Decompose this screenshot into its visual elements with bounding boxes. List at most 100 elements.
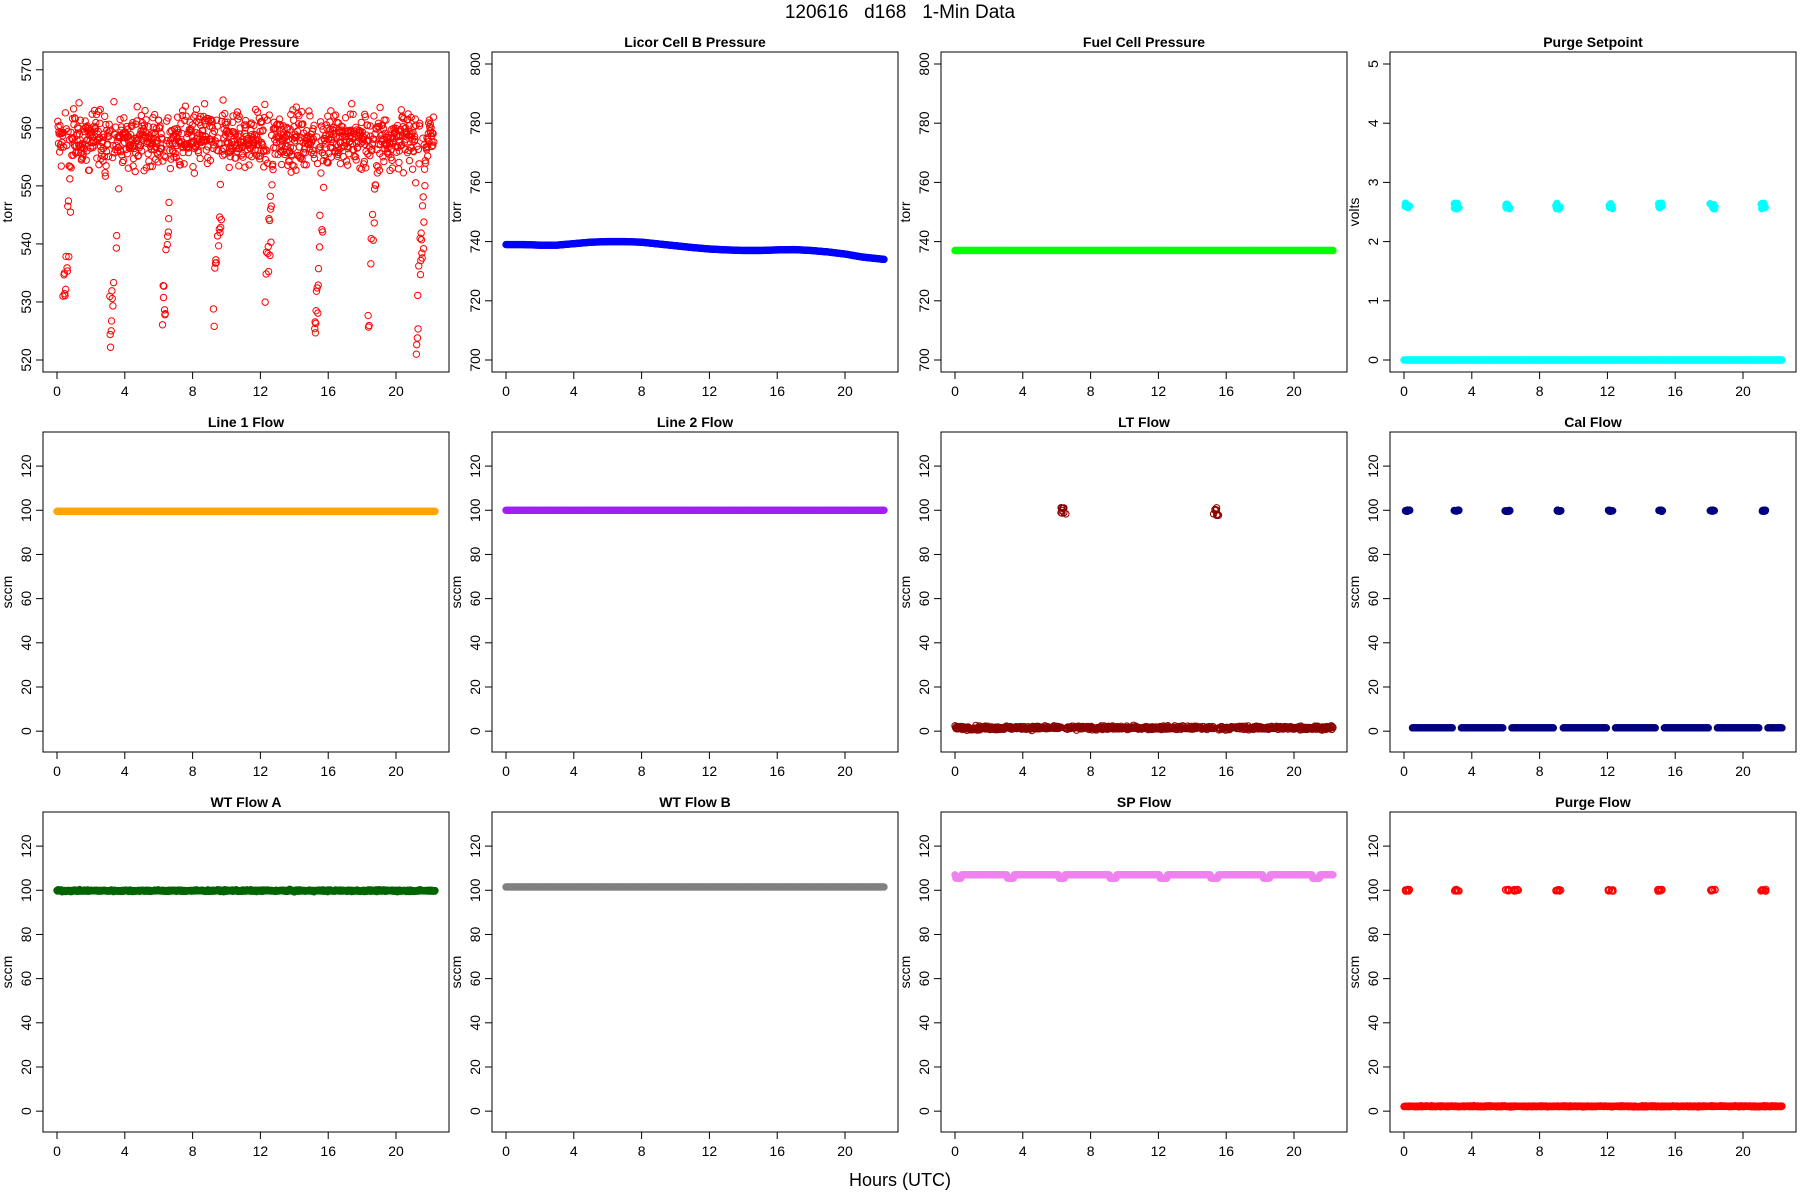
series-points bbox=[502, 506, 888, 514]
y-tick-label: 760 bbox=[916, 171, 932, 195]
data-point bbox=[111, 123, 120, 131]
data-point bbox=[395, 158, 403, 167]
data-point bbox=[337, 122, 346, 130]
data-point bbox=[409, 128, 417, 136]
y-tick-label: 560 bbox=[18, 116, 34, 140]
data-point bbox=[323, 158, 331, 166]
data-point bbox=[261, 155, 270, 164]
y-axis-label: sccm bbox=[0, 576, 15, 609]
data-point bbox=[115, 185, 123, 193]
data-point bbox=[173, 124, 181, 133]
data-point bbox=[388, 156, 396, 164]
data-point bbox=[369, 135, 378, 143]
x-tick-label: 8 bbox=[638, 763, 646, 779]
data-point bbox=[1499, 724, 1507, 732]
data-point bbox=[112, 244, 121, 252]
x-tick-label: 8 bbox=[1087, 763, 1095, 779]
data-point bbox=[1704, 724, 1712, 732]
data-point bbox=[162, 245, 170, 254]
data-point bbox=[63, 264, 71, 272]
data-point bbox=[1778, 724, 1786, 732]
data-point bbox=[408, 165, 417, 173]
plot-frame bbox=[42, 51, 450, 373]
data-point bbox=[419, 244, 428, 253]
data-point bbox=[182, 112, 190, 120]
x-tick-label: 12 bbox=[1600, 383, 1616, 399]
data-point bbox=[292, 166, 300, 174]
data-point bbox=[102, 120, 110, 129]
data-point bbox=[380, 157, 388, 166]
data-point bbox=[119, 156, 128, 165]
data-point bbox=[370, 185, 379, 193]
data-point bbox=[126, 140, 135, 149]
data-point bbox=[225, 163, 233, 172]
data-point bbox=[173, 113, 182, 121]
data-point bbox=[418, 254, 426, 262]
plot-frame bbox=[491, 51, 899, 373]
panel-title: Fridge Pressure bbox=[193, 34, 300, 50]
data-point bbox=[429, 129, 437, 138]
x-tick-label: 0 bbox=[502, 383, 510, 399]
x-tick-label: 20 bbox=[388, 1143, 404, 1159]
data-point bbox=[336, 159, 345, 168]
data-point bbox=[144, 123, 153, 131]
data-point bbox=[331, 111, 340, 119]
data-point bbox=[423, 152, 432, 160]
y-tick-label: 120 bbox=[1365, 454, 1381, 478]
data-point bbox=[307, 148, 316, 157]
data-point bbox=[1404, 203, 1412, 212]
panel-title: Licor Cell B Pressure bbox=[624, 34, 766, 50]
data-point bbox=[312, 319, 320, 328]
data-point bbox=[130, 144, 139, 153]
figure-title: 120616 d168 1-Min Data bbox=[784, 2, 1016, 23]
data-point bbox=[287, 168, 295, 176]
data-point bbox=[232, 154, 240, 162]
data-point bbox=[67, 164, 75, 172]
data-point bbox=[1602, 724, 1611, 732]
data-point bbox=[352, 156, 360, 164]
data-point bbox=[367, 234, 375, 243]
data-point bbox=[213, 122, 221, 130]
x-tick-label: 20 bbox=[1735, 383, 1751, 399]
data-point bbox=[107, 317, 116, 325]
data-point bbox=[319, 156, 328, 165]
x-tick-label: 12 bbox=[702, 763, 718, 779]
data-point bbox=[171, 149, 179, 157]
data-point bbox=[1755, 724, 1763, 732]
data-point bbox=[166, 164, 175, 173]
data-point bbox=[190, 169, 199, 177]
y-tick-label: 550 bbox=[18, 174, 34, 198]
data-point bbox=[423, 142, 432, 151]
data-point bbox=[368, 210, 377, 219]
data-point bbox=[96, 105, 104, 114]
x-tick-label: 0 bbox=[951, 763, 959, 779]
data-point bbox=[342, 157, 351, 165]
data-point bbox=[420, 165, 429, 173]
data-point bbox=[357, 118, 365, 127]
data-point bbox=[120, 114, 128, 122]
data-point bbox=[259, 126, 267, 134]
data-point bbox=[302, 161, 310, 169]
x-tick-label: 12 bbox=[1600, 763, 1616, 779]
data-point bbox=[64, 197, 73, 205]
y-tick-label: 60 bbox=[18, 971, 34, 987]
data-point bbox=[429, 113, 438, 121]
y-tick-label: 1 bbox=[1365, 297, 1381, 305]
data-point bbox=[164, 114, 172, 122]
x-tick-label: 12 bbox=[253, 763, 269, 779]
series-points bbox=[1401, 506, 1786, 732]
data-point bbox=[397, 106, 406, 114]
data-point bbox=[305, 107, 313, 115]
data-point bbox=[335, 148, 343, 157]
x-tick-label: 4 bbox=[121, 383, 129, 399]
data-point bbox=[275, 115, 284, 123]
data-point bbox=[269, 165, 277, 174]
y-tick-label: 740 bbox=[467, 230, 483, 254]
data-point bbox=[262, 270, 270, 278]
data-point bbox=[409, 147, 418, 156]
data-point bbox=[141, 106, 149, 115]
data-point bbox=[341, 113, 350, 122]
y-tick-label: 780 bbox=[467, 111, 483, 135]
plot-frame bbox=[940, 51, 1348, 373]
x-tick-label: 0 bbox=[951, 383, 959, 399]
